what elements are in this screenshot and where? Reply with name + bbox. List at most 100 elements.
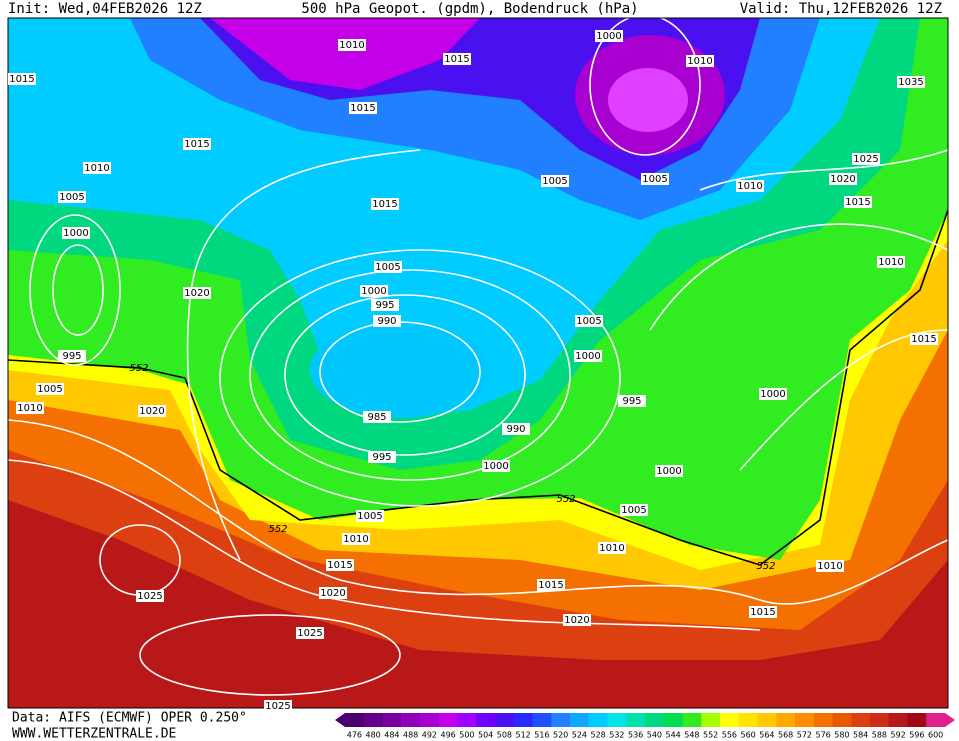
isobar-label: 1015	[750, 607, 775, 618]
isobar-label: 1005	[59, 192, 84, 203]
label-box	[368, 451, 396, 463]
label-box	[829, 173, 857, 185]
colorbar-label: 564	[759, 731, 774, 740]
label-box	[349, 102, 377, 114]
colorbar-cell	[457, 713, 477, 727]
colorbar-label: 508	[497, 731, 512, 740]
label-box	[371, 299, 399, 311]
isobar-label: 1010	[599, 543, 624, 554]
label-box	[183, 138, 211, 150]
label-box	[655, 465, 683, 477]
label-box	[16, 402, 44, 414]
colorbar-label: 592	[890, 731, 905, 740]
isobar-label: 1015	[184, 139, 209, 150]
colorbar-label: 524	[572, 731, 587, 740]
label-box	[736, 180, 764, 192]
isobar-label: 1000	[575, 351, 600, 362]
colorbar-cell	[888, 713, 908, 727]
label-box	[443, 53, 471, 65]
valid-time: Valid: Thu,12FEB2026 12Z	[740, 1, 942, 17]
label-box	[618, 395, 646, 407]
colorbar-cell	[607, 713, 627, 727]
contour-552	[8, 209, 948, 566]
isobar-label: 1005	[375, 262, 400, 273]
colorbar-cell	[645, 713, 665, 727]
colorbar-cell	[401, 713, 421, 727]
isobar-label: 1010	[339, 40, 364, 51]
label-box	[62, 227, 90, 239]
field	[8, 18, 948, 708]
isobar	[8, 419, 948, 605]
label-box	[58, 350, 86, 362]
isobar-label: 1025	[137, 591, 162, 602]
isobar-label: 1010	[17, 403, 42, 414]
colorbar-cell	[907, 713, 927, 727]
isobar-label: 990	[506, 424, 525, 435]
colorbar-label: 596	[909, 731, 924, 740]
isobar-label: 1005	[542, 176, 567, 187]
label-box	[844, 196, 872, 208]
label-box	[641, 173, 669, 185]
label-box	[759, 388, 787, 400]
isobar	[649, 149, 948, 471]
label-box	[541, 175, 569, 187]
isobar-label: 1015	[444, 54, 469, 65]
isobar-label: 1015	[327, 560, 352, 571]
isobar-label: 1005	[642, 174, 667, 185]
colorbar-label: 496	[440, 731, 455, 740]
isobar-label: 1010	[817, 561, 842, 572]
label-box	[371, 198, 399, 210]
label-box	[686, 55, 714, 67]
isobar	[139, 614, 401, 696]
isobar-label: 995	[622, 396, 641, 407]
isobar	[29, 214, 121, 366]
label-box	[36, 383, 64, 395]
isobar-label: 1000	[63, 228, 88, 239]
isobar-label: 552	[129, 363, 148, 374]
colorbar-label: 544	[665, 731, 680, 740]
colorbar-label: 600	[928, 731, 943, 740]
label-box	[8, 73, 36, 85]
label-box	[910, 333, 938, 345]
label-box	[296, 627, 324, 639]
label-box	[356, 510, 384, 522]
colorbar-label: 560	[740, 731, 755, 740]
init-time: Init: Wed,04FEB2026 12Z	[8, 1, 202, 17]
colorbar-label: 548	[684, 731, 699, 740]
colorbar-cell	[532, 713, 552, 727]
colorbar-label: 536	[628, 731, 643, 740]
colorbar-cell	[663, 713, 683, 727]
isobar-label: 552	[556, 494, 575, 505]
colorbar-cell	[495, 713, 515, 727]
colorbar-label: 540	[647, 731, 662, 740]
colorbar-label: 520	[553, 731, 568, 740]
label-box	[363, 411, 391, 423]
isobar-label: 1005	[621, 505, 646, 516]
colorbar-label: 552	[703, 731, 718, 740]
data-source: Data: AIFS (ECMWF) OPER 0.250°	[12, 711, 247, 726]
isobar-label: 1010	[343, 534, 368, 545]
label-box	[482, 460, 510, 472]
label-box	[575, 315, 603, 327]
field-low-core	[310, 322, 490, 418]
label-box	[319, 587, 347, 599]
isobar-label: 1000	[596, 31, 621, 42]
label-box	[563, 614, 591, 626]
label-box	[877, 256, 905, 268]
field-magenta	[608, 68, 688, 132]
isobar-label: 1010	[84, 163, 109, 174]
label-box	[342, 533, 370, 545]
colorbar-cell	[363, 713, 383, 727]
colorbar-cell	[832, 713, 852, 727]
label-box	[374, 261, 402, 273]
label-box	[338, 39, 366, 51]
isobar-label: 995	[372, 452, 391, 463]
isobar-label: 990	[377, 316, 396, 327]
isobar	[284, 294, 526, 456]
label-box	[138, 405, 166, 417]
colorbar-label: 492	[422, 731, 437, 740]
colorbar-cell	[345, 713, 365, 727]
colorbar-label: 516	[534, 731, 549, 740]
colorbar-cell	[513, 713, 533, 727]
